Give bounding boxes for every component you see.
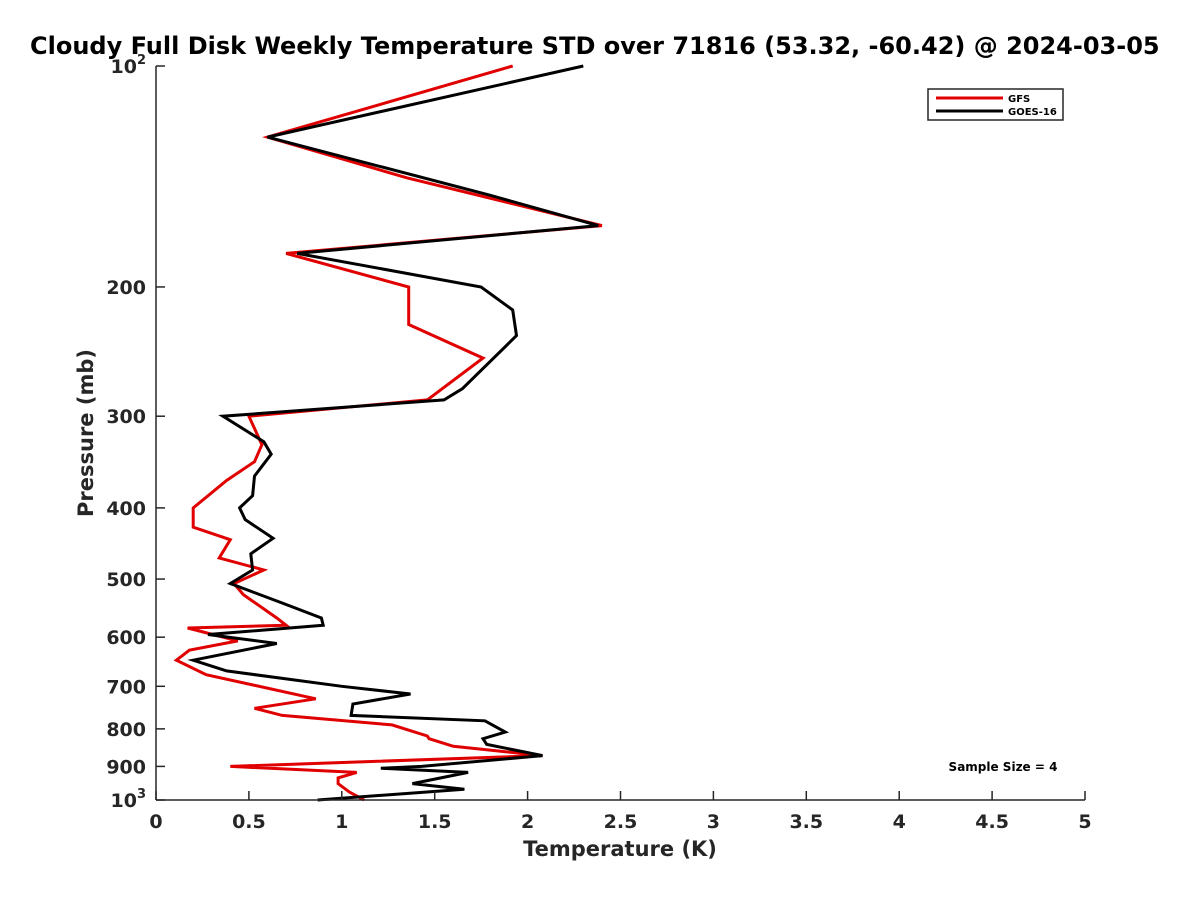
y-tick-label: 400 <box>106 498 146 520</box>
legend-label: GFS <box>1008 94 1030 105</box>
x-tick-label: 3.5 <box>789 811 823 833</box>
x-tick-label: 1.5 <box>418 811 452 833</box>
legend: GFS GOES-16 <box>927 88 1064 121</box>
x-tick-label: 2 <box>521 811 534 833</box>
x-tick-label: 1 <box>335 811 348 833</box>
y-tick-label: 200 <box>106 277 146 299</box>
x-tick-label: 3 <box>707 811 720 833</box>
series-line-gfs <box>173 64 603 802</box>
x-tick-label: 2.5 <box>604 811 638 833</box>
y-tick-label: 300 <box>106 406 146 428</box>
x-axis-label: Temperature (K) <box>523 837 717 861</box>
y-tick-label: 900 <box>106 756 146 778</box>
x-tick-label: 4 <box>893 811 906 833</box>
y-tick-label: 800 <box>106 719 146 741</box>
legend-label: GOES-16 <box>1008 107 1057 118</box>
y-tick-label: 103 <box>111 787 147 812</box>
legend-box <box>927 88 1064 121</box>
x-tick-label: 5 <box>1078 811 1091 833</box>
sample-size-note: Sample Size = 4 <box>949 760 1058 774</box>
y-tick-label: 600 <box>106 627 146 649</box>
x-tick-label: 0.5 <box>232 811 266 833</box>
y-tick-label: 500 <box>106 569 146 591</box>
y-tick-label: 700 <box>106 676 146 698</box>
axes-layer: 0 0.5 1 1.5 2 2.5 3 3.5 4 4.5 5 102 200 300 400 500 600 7… <box>106 53 1091 833</box>
x-tick-label: 4.5 <box>975 811 1009 833</box>
series-layer <box>173 64 603 802</box>
x-tick-label: 0 <box>149 811 162 833</box>
y-axis-label: Pressure (mb) <box>74 349 98 517</box>
y-tick-label: 102 <box>111 53 147 78</box>
series-line-goes-16 <box>187 64 599 802</box>
chart-title: Cloudy Full Disk Weekly Temperature STD … <box>30 32 1160 60</box>
